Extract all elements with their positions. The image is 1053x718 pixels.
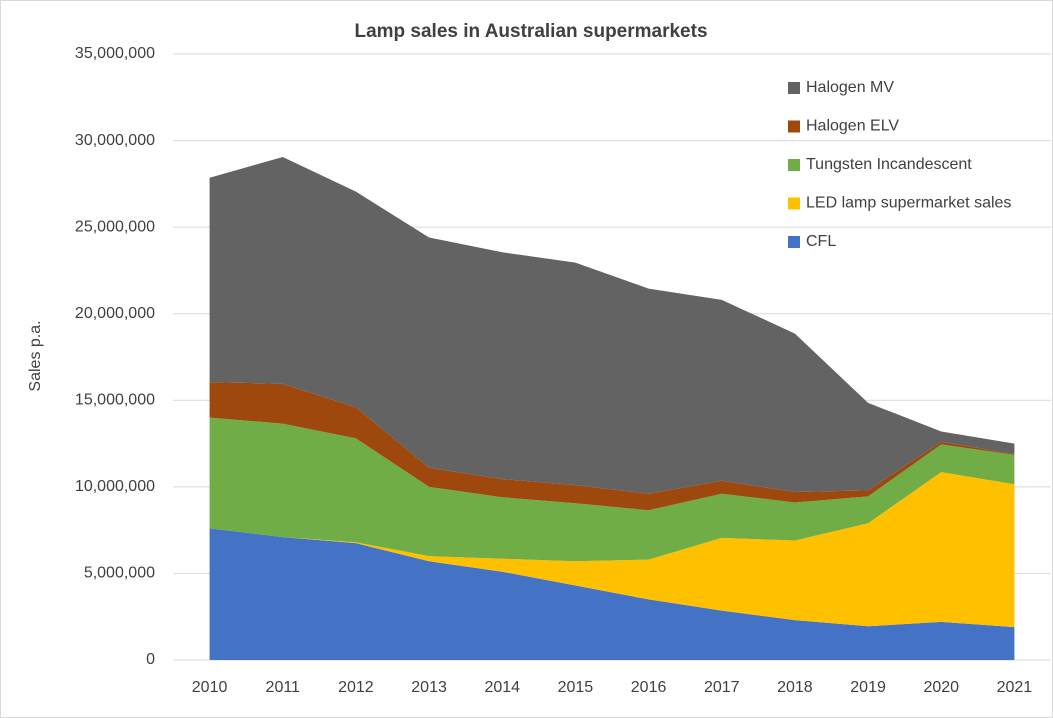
chart-title: Lamp sales in Australian supermarkets [354, 21, 707, 42]
x-tick-label: 2010 [192, 679, 228, 696]
area [209, 157, 1015, 494]
area [209, 472, 1015, 628]
x-tick-label: 2013 [411, 679, 447, 696]
legend-swatch [788, 197, 800, 210]
y-tick-label: 30,000,000 [75, 132, 155, 149]
legend-label: LED lamp supermarket sales [806, 195, 1011, 212]
x-tick-label: 2018 [777, 679, 813, 696]
legend-swatch [788, 82, 800, 94]
x-tick-label: 2012 [338, 679, 374, 696]
area [209, 382, 1015, 511]
x-tick-label: 2016 [631, 679, 667, 696]
y-tick-label: 35,000,000 [75, 45, 155, 62]
legend-label: Tungsten Incandescent [806, 156, 972, 173]
y-tick-label: 0 [146, 651, 155, 668]
area [209, 417, 1015, 562]
legend-label: Halogen MV [806, 79, 894, 96]
x-tick-label: 2014 [484, 679, 520, 696]
y-tick-label: 20,000,000 [75, 305, 155, 322]
x-tick-label: 2020 [923, 679, 959, 696]
legend-swatch [788, 236, 800, 248]
x-tick-label: 2017 [704, 679, 740, 696]
y-tick-label: 25,000,000 [75, 218, 155, 235]
y-tick-label: 10,000,000 [75, 478, 155, 495]
y-tick-label: 5,000,000 [84, 565, 155, 582]
x-tick-label: 2015 [558, 679, 594, 696]
legend-swatch [788, 159, 800, 171]
legend-swatch [788, 120, 800, 133]
legend-label: CFL [806, 233, 836, 250]
legend-label: Halogen ELV [806, 118, 899, 135]
x-tick-label: 2021 [997, 679, 1033, 696]
y-tick-label: 15,000,000 [75, 392, 155, 409]
x-tick-label: 2019 [850, 679, 886, 696]
area [209, 528, 1015, 660]
y-axis-label: Sales p.a. [27, 320, 44, 391]
x-tick-label: 2011 [266, 679, 301, 696]
